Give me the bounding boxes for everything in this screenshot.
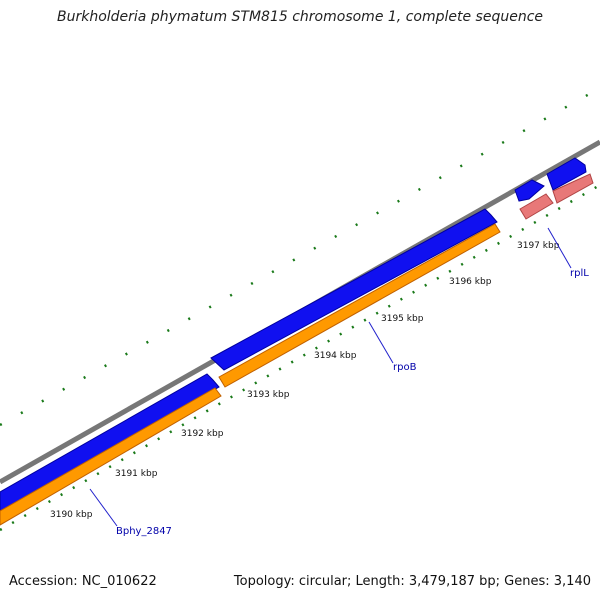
- gene-feature-rpob-blue[interactable]: [210, 208, 498, 371]
- gene-label-bphy2847[interactable]: Bphy_2847: [116, 526, 172, 537]
- accession-text: Accession: NC_010622: [9, 574, 157, 589]
- gene-feature-small-blue-2[interactable]: [546, 157, 587, 191]
- inner-tick-ring-line: [0, 183, 600, 532]
- tick-label-3197: 3197 kbp: [517, 241, 560, 251]
- outer-tick-ring-line: [0, 86, 600, 427]
- tick-label-3193: 3193 kbp: [247, 390, 290, 400]
- leader-line-rpob: [368, 321, 394, 364]
- summary-text: Topology: circular; Length: 3,479,187 bp…: [233, 574, 591, 589]
- cds-feature-rpob[interactable]: [218, 223, 501, 388]
- inner-tick-ring: [0, 183, 600, 532]
- cds-track: [0, 223, 501, 526]
- tick-label-3192: 3192 kbp: [181, 429, 224, 439]
- leader-line-bphy2847: [89, 488, 118, 527]
- rna-feature-1[interactable]: [519, 193, 554, 220]
- gene-feature-bphy2847-blue[interactable]: [0, 373, 220, 512]
- tick-label-3191: 3191 kbp: [115, 469, 158, 479]
- cds-feature-bphy2847[interactable]: [0, 387, 222, 526]
- rna-track: [519, 173, 594, 220]
- gene-label-lines: [89, 227, 572, 527]
- gene-label-rpll[interactable]: rplL: [570, 268, 589, 279]
- scale-tick-labels: 3190 kbp 3191 kbp 3192 kbp 3193 kbp 3194…: [50, 241, 560, 520]
- map-title: Burkholderia phymatum STM815 chromosome …: [56, 9, 543, 25]
- gene-label-rpob[interactable]: rpoB: [393, 362, 417, 373]
- rna-feature-2[interactable]: [552, 173, 594, 204]
- gene-labels: Bphy_2847 rpoB rplL: [116, 268, 589, 537]
- tick-label-3190: 3190 kbp: [50, 510, 93, 520]
- gene-feature-small-blue-1[interactable]: [514, 179, 545, 202]
- tick-label-3194: 3194 kbp: [314, 351, 357, 361]
- forward-gene-track: [0, 157, 587, 512]
- tick-label-3195: 3195 kbp: [381, 314, 424, 324]
- tick-label-3196: 3196 kbp: [449, 277, 492, 287]
- leader-line-rpll: [547, 227, 572, 269]
- outer-tick-ring: [0, 86, 600, 427]
